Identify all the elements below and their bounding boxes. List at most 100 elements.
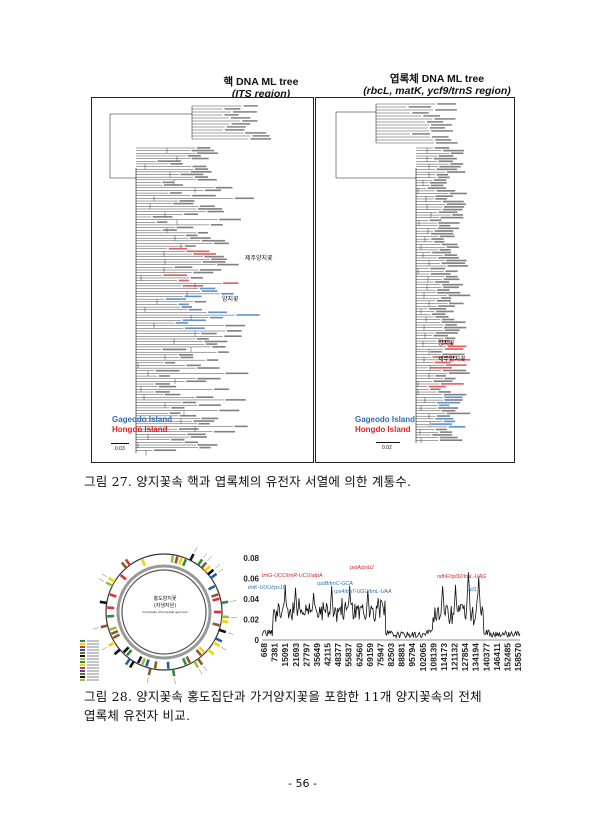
right-tree-tip-label bbox=[430, 350, 442, 353]
right-tree-tip-label bbox=[446, 364, 467, 366]
x-tick-label: 21693 bbox=[291, 643, 301, 667]
right-tree-label-yangji: 양지꽃 bbox=[438, 340, 455, 347]
right-tree-tip-label bbox=[443, 326, 467, 329]
right-tree-tip-label bbox=[432, 356, 456, 358]
left-tree-tip-label bbox=[219, 218, 241, 221]
right-tree-tip-label bbox=[452, 214, 464, 216]
right-tree-tip-label bbox=[435, 198, 448, 200]
right-tree-tip-label bbox=[436, 168, 458, 171]
right-tree-tip-label bbox=[430, 273, 451, 275]
left-tree-tip-label bbox=[219, 409, 240, 412]
right-tree-tip-label bbox=[433, 157, 457, 160]
left-tree-label-yangji: 양지꽃 bbox=[222, 296, 239, 303]
left-tree-tip-label bbox=[184, 295, 202, 298]
left-tree-tip-label bbox=[176, 226, 194, 229]
left-tree-tip-label bbox=[209, 316, 223, 319]
right-tree-tip-label bbox=[446, 203, 466, 206]
right-tree-tip-label bbox=[445, 337, 456, 340]
left-tree-tip-label bbox=[178, 353, 194, 356]
left-tree-tip-label bbox=[212, 346, 226, 348]
genome-legend-swatch bbox=[80, 652, 85, 654]
left-tree-tip-label bbox=[156, 221, 168, 223]
right-tree-tip-label bbox=[429, 308, 447, 310]
left-tree-tip-label bbox=[178, 303, 189, 306]
genome-legend-swatch bbox=[80, 667, 85, 669]
genome-legend-swatch bbox=[80, 661, 85, 663]
left-tree-tip-label bbox=[201, 290, 218, 292]
left-tree-tip-label bbox=[226, 330, 242, 332]
right-tree-tip-label bbox=[440, 216, 464, 219]
right-tree-tip-label bbox=[443, 286, 460, 289]
right-tree-tip-label bbox=[437, 227, 460, 230]
right-scale-bar bbox=[376, 442, 400, 443]
x-tick-label: 668 bbox=[259, 643, 269, 657]
right-tree-tip-label bbox=[438, 155, 454, 157]
left-tree-tip-label bbox=[170, 163, 183, 165]
left-tree-tip-label bbox=[199, 446, 211, 449]
left-tree-branches bbox=[109, 105, 272, 456]
right-phylogenetic-tree bbox=[335, 103, 471, 443]
right-tree-tip-label bbox=[447, 265, 469, 267]
right-tree-tip-label bbox=[436, 190, 456, 192]
genome-center-meta: Complete chloroplast genome bbox=[142, 610, 188, 614]
right-tree-tip-label bbox=[443, 278, 460, 281]
figure28-caption-line1: 그림 28. 양지꽃속 홍도집단과 가거양지꽃을 포함한 11개 양지꽃속의 전… bbox=[84, 689, 482, 704]
left-tree-tip-label bbox=[194, 300, 207, 303]
genome-legend-swatch bbox=[80, 670, 85, 672]
gene-annotation: petA/psbJ bbox=[349, 565, 374, 571]
right-tree-tip-label bbox=[434, 147, 450, 149]
right-tree-tip-label bbox=[436, 173, 449, 176]
right-tree-tip-label bbox=[433, 380, 453, 383]
left-tree-tip-label bbox=[217, 263, 239, 266]
left-legend-hongdo: Hongdo Island bbox=[112, 425, 168, 434]
right-tree-tip-label bbox=[431, 313, 446, 315]
left-tree-tip-label bbox=[184, 213, 198, 216]
left-tree-tip-label bbox=[155, 391, 170, 393]
left-tree-tip-label bbox=[186, 380, 207, 383]
left-tree-tip-label bbox=[201, 417, 219, 420]
left-tree-tip-label bbox=[196, 152, 218, 155]
x-tick-label: 95794 bbox=[407, 643, 417, 667]
x-tick-label: 42115 bbox=[323, 643, 333, 666]
right-tree-tip-label bbox=[444, 348, 464, 350]
genome-center-subtitle: (자생자원) bbox=[153, 603, 177, 609]
left-tree-tip-label bbox=[225, 372, 249, 375]
left-tree-tip-label bbox=[188, 308, 202, 311]
left-phylogenetic-tree bbox=[109, 105, 272, 456]
left-tree-tip-label bbox=[184, 441, 199, 444]
right-tree-tip-label bbox=[443, 149, 464, 152]
left-tree-tip-label bbox=[214, 430, 236, 433]
x-tick-label: 48377 bbox=[333, 643, 343, 667]
right-tree-tip-label bbox=[436, 310, 454, 313]
left-scale-label: 0.03 bbox=[115, 446, 125, 452]
right-tree-tip-label bbox=[431, 238, 444, 240]
diversity-series-line bbox=[261, 572, 521, 639]
left-tree-tip-label bbox=[186, 250, 210, 253]
gene-annotation: rpoB/trnC-GCA bbox=[317, 581, 353, 587]
right-tree-label-jeju: 제주양지꽃 bbox=[438, 356, 466, 363]
right-tree-tip-label bbox=[441, 262, 466, 265]
genome-legend-swatch bbox=[80, 658, 85, 660]
right-tree-tip-label bbox=[449, 358, 471, 361]
y-tick-label: 0.06 bbox=[243, 575, 259, 584]
right-tree-tip-label bbox=[435, 375, 446, 377]
right-tree-tip-label bbox=[438, 224, 451, 227]
genome-legend-swatch bbox=[80, 640, 85, 642]
left-tree-tip-label bbox=[223, 282, 239, 284]
left-tree-tip-label bbox=[180, 356, 194, 359]
left-tree-tip-label bbox=[199, 287, 216, 290]
left-tree-tip-label bbox=[196, 396, 214, 399]
left-tree-tip-label bbox=[179, 200, 195, 202]
chloroplast-genome-map: 홍도양지꽃 (자생자원) Complete chloroplast genome bbox=[78, 540, 238, 685]
left-tree-tip-label bbox=[199, 205, 215, 208]
left-tree-tip-label bbox=[196, 338, 209, 340]
right-tree-tip-label bbox=[441, 318, 455, 321]
left-tree-tip-label bbox=[198, 208, 223, 210]
left-tree-tip-label bbox=[168, 247, 188, 250]
left-tree-tip-label bbox=[162, 181, 174, 184]
left-tree-tip-label bbox=[179, 414, 197, 417]
gene-annotation: trnG-UCC/trnR-UCU/atpA bbox=[262, 573, 323, 579]
genome-circle bbox=[80, 546, 237, 685]
figure27-caption: 그림 27. 양지꽃속 핵과 엽록체의 유전자 서열에 의한 계통수. bbox=[84, 474, 412, 489]
left-tree-tip-label bbox=[163, 274, 188, 277]
